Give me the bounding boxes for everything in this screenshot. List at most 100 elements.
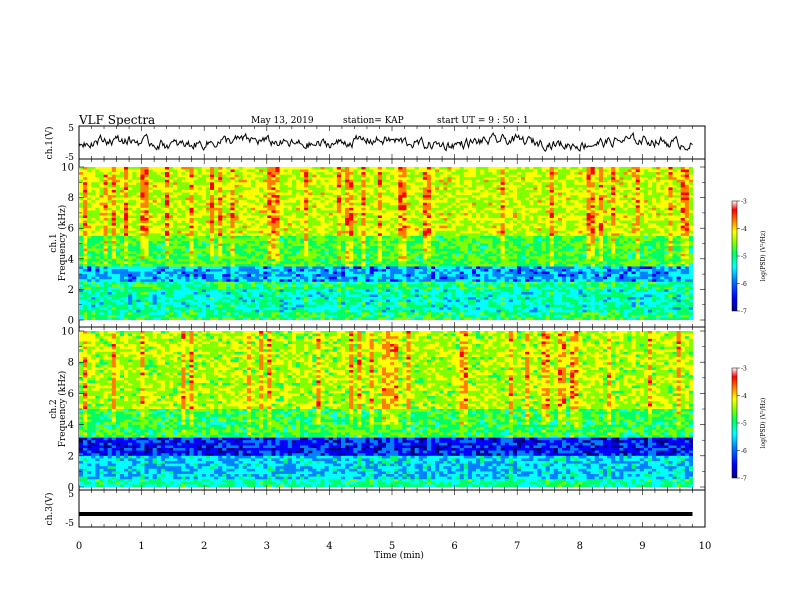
spectrogram-cell bbox=[381, 256, 387, 260]
spectrogram-cell bbox=[283, 271, 289, 275]
spectrogram-cell bbox=[353, 281, 358, 285]
spectrogram-cell bbox=[275, 192, 280, 196]
spectrogram-cell bbox=[365, 317, 370, 320]
spectrogram-cell bbox=[111, 276, 117, 280]
spectrogram-cell bbox=[193, 289, 198, 293]
spectrogram-cell bbox=[111, 240, 117, 244]
spectrogram-cell bbox=[308, 286, 313, 290]
spectrogram-cell bbox=[271, 253, 276, 257]
spectrogram-cell bbox=[332, 215, 338, 219]
spectrogram-cell bbox=[79, 307, 84, 311]
spectrogram-cell bbox=[312, 248, 317, 252]
spectrogram-cell bbox=[304, 261, 309, 265]
spectrogram-cell bbox=[140, 291, 145, 295]
spectrogram-cell bbox=[381, 220, 387, 224]
spectrogram-cell bbox=[373, 230, 379, 234]
spectrogram-cell bbox=[136, 302, 141, 305]
spectrogram-cell bbox=[234, 230, 239, 234]
spectrogram-cell bbox=[250, 182, 256, 186]
spectrogram-cell bbox=[140, 246, 145, 249]
spectrogram-cell bbox=[222, 172, 227, 175]
spectrogram-cell bbox=[312, 200, 317, 203]
spectrogram-cell bbox=[410, 179, 415, 183]
spectrogram-cell bbox=[83, 238, 88, 242]
spectrogram-cell bbox=[349, 218, 354, 221]
spectrogram-cell bbox=[148, 220, 153, 224]
spectrogram-cell bbox=[320, 304, 325, 308]
spectrogram-cell bbox=[214, 238, 219, 242]
spectrogram-cell bbox=[230, 167, 235, 170]
spectrogram-cell bbox=[148, 261, 153, 265]
spectrogram-cell bbox=[214, 304, 219, 308]
spectrogram-cell bbox=[189, 187, 194, 191]
spectrogram-cell bbox=[169, 279, 174, 283]
spectrogram-cell bbox=[156, 302, 162, 305]
spectrogram-cell bbox=[316, 263, 321, 267]
spectrogram-cell bbox=[144, 294, 149, 298]
spectrogram-cell bbox=[152, 172, 158, 175]
spectrogram-cell bbox=[209, 271, 215, 275]
spectrogram-cell bbox=[332, 228, 338, 232]
spectrogram-cell bbox=[132, 225, 137, 229]
spectrogram-cell bbox=[238, 240, 244, 244]
spectrogram-cell bbox=[79, 297, 84, 300]
spectrogram-cell bbox=[336, 291, 342, 295]
spectrogram-cell bbox=[160, 197, 166, 201]
spectrogram-cell bbox=[218, 182, 223, 186]
spectrogram-cell bbox=[316, 240, 321, 244]
spectrogram-cell bbox=[340, 212, 346, 216]
spectrogram-cell bbox=[381, 274, 387, 277]
spectrogram-cell bbox=[246, 258, 252, 262]
spectrogram-cell bbox=[361, 246, 366, 249]
spectrogram-cell bbox=[308, 276, 313, 280]
spectrogram-cell bbox=[369, 309, 375, 313]
spectrogram-cell bbox=[345, 304, 350, 308]
spectrogram-cell bbox=[386, 207, 391, 211]
spectrogram-cell bbox=[214, 243, 219, 247]
spectrogram-cell bbox=[87, 248, 92, 252]
spectrogram-cell bbox=[148, 218, 153, 221]
spectrogram-cell bbox=[353, 230, 358, 234]
spectrogram-cell bbox=[222, 235, 227, 239]
spectrogram-cell bbox=[304, 294, 309, 298]
spectrogram-cell bbox=[136, 271, 141, 275]
spectrogram-cell bbox=[406, 261, 411, 265]
spectrogram-cell bbox=[181, 309, 186, 313]
spectrogram-cell bbox=[181, 207, 186, 211]
spectrogram-cell bbox=[177, 266, 182, 270]
spectrogram-cell bbox=[394, 189, 399, 193]
spectrogram-cell bbox=[259, 167, 264, 170]
spectrogram-cell bbox=[99, 312, 104, 316]
spectrogram-cell bbox=[414, 266, 420, 270]
spectrogram-cell bbox=[115, 218, 121, 221]
spectrogram-cell bbox=[336, 281, 342, 285]
spectrogram-cell bbox=[259, 299, 264, 303]
spectrogram-cell bbox=[140, 202, 145, 206]
spectrogram-cell bbox=[214, 309, 219, 313]
spectrogram-cell bbox=[79, 314, 84, 318]
spectrogram-cell bbox=[197, 271, 203, 275]
spectrogram-cell bbox=[414, 289, 420, 293]
spectrogram-cell bbox=[124, 276, 129, 280]
spectrogram-cell bbox=[320, 240, 325, 244]
spectrogram-cell bbox=[394, 289, 399, 293]
spectrogram-cell bbox=[234, 225, 239, 229]
spectrogram-cell bbox=[83, 297, 88, 300]
spectrogram-cell bbox=[377, 248, 383, 252]
spectrogram-cell bbox=[189, 302, 194, 305]
spectrogram-cell bbox=[222, 187, 227, 191]
spectrogram-cell bbox=[324, 281, 329, 285]
spectrogram-cell bbox=[250, 202, 256, 206]
spectrogram-cell bbox=[406, 228, 411, 232]
spectrogram-cell bbox=[160, 205, 166, 209]
spectrogram-cell bbox=[390, 314, 395, 318]
spectrogram-cell bbox=[160, 307, 166, 311]
spectrogram-cell bbox=[87, 235, 92, 239]
spectrogram-cell bbox=[381, 235, 387, 239]
spectrogram-cell bbox=[271, 184, 276, 188]
spectrogram-cell bbox=[386, 289, 391, 293]
spectrogram-cell bbox=[381, 202, 387, 206]
spectrogram-cell bbox=[361, 187, 366, 191]
spectrogram-cell bbox=[410, 289, 415, 293]
spectrogram-cell bbox=[328, 261, 334, 265]
